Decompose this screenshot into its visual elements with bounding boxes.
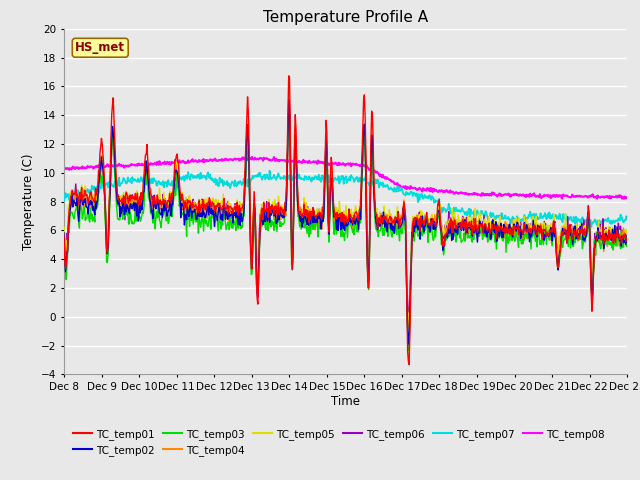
TC_temp06 [258,207,266,213]
TC_temp05 [437,215,445,220]
TC_temp03 [230,217,237,223]
TC_temp08 [259,156,266,162]
TC_temp02 [623,234,631,240]
TC_temp07 [258,175,266,180]
TC_temp02 [405,341,413,347]
Line: TC_temp04: TC_temp04 [64,107,627,329]
TC_temp05 [404,319,412,324]
TC_temp08 [558,196,566,202]
TC_temp01 [60,233,68,239]
Line: TC_temp02: TC_temp02 [64,99,627,344]
Line: TC_temp03: TC_temp03 [64,112,627,350]
TC_temp02 [285,96,292,102]
TC_temp08 [436,188,444,194]
TC_temp08 [248,154,256,160]
TC_temp05 [279,204,287,209]
TC_temp01 [405,362,413,368]
TC_temp03 [285,109,293,115]
TC_temp05 [258,208,266,214]
TC_temp03 [126,209,134,215]
TC_temp04 [623,235,631,241]
TC_temp05 [623,231,631,237]
TC_temp07 [404,192,412,197]
TC_temp06 [230,205,237,211]
TC_temp07 [266,168,273,174]
TC_temp01 [437,222,445,228]
TC_temp04 [279,214,287,219]
TC_temp05 [405,319,413,324]
TC_temp06 [126,200,134,206]
TC_temp08 [404,185,412,191]
TC_temp01 [230,206,237,212]
TC_temp06 [279,209,287,215]
Title: Temperature Profile A: Temperature Profile A [263,10,428,25]
TC_temp07 [280,176,287,182]
TC_temp01 [285,73,292,79]
TC_temp03 [60,238,68,244]
TC_temp07 [126,178,134,184]
TC_temp03 [404,337,412,343]
TC_temp01 [126,198,134,204]
Line: TC_temp01: TC_temp01 [64,76,627,365]
TC_temp07 [230,180,237,186]
Line: TC_temp06: TC_temp06 [64,122,627,312]
TC_temp06 [404,308,412,314]
X-axis label: Time: Time [331,395,360,408]
TC_temp05 [285,101,292,107]
TC_temp04 [285,104,293,110]
TC_temp07 [623,216,631,222]
Y-axis label: Temperature (C): Temperature (C) [22,153,35,250]
TC_temp05 [126,191,134,197]
TC_temp01 [623,235,631,240]
TC_temp02 [126,202,134,208]
TC_temp04 [405,325,413,331]
TC_temp04 [230,211,237,216]
TC_temp04 [60,236,68,241]
TC_temp02 [279,215,287,221]
TC_temp06 [285,120,293,125]
Line: TC_temp08: TC_temp08 [64,157,627,199]
TC_temp04 [437,225,445,230]
TC_temp02 [60,230,68,236]
TC_temp06 [437,221,445,227]
TC_temp01 [279,210,287,216]
TC_temp04 [126,205,134,211]
TC_temp05 [60,224,68,230]
TC_temp03 [437,231,445,237]
TC_temp07 [588,224,595,230]
TC_temp08 [623,195,631,201]
TC_temp03 [405,348,413,353]
TC_temp08 [280,157,287,163]
TC_temp05 [230,206,237,212]
TC_temp02 [437,226,445,232]
Line: TC_temp07: TC_temp07 [64,171,627,227]
TC_temp04 [404,326,412,332]
Legend: TC_temp01, TC_temp02, TC_temp03, TC_temp04, TC_temp05, TC_temp06, TC_temp07, TC_: TC_temp01, TC_temp02, TC_temp03, TC_temp… [69,424,609,460]
TC_temp01 [258,208,266,214]
TC_temp07 [60,198,68,204]
TC_temp08 [230,157,237,163]
TC_temp03 [623,234,631,240]
Text: HS_met: HS_met [76,41,125,54]
TC_temp02 [258,218,266,224]
TC_temp03 [258,217,266,223]
TC_temp03 [279,221,287,227]
Line: TC_temp05: TC_temp05 [64,104,627,322]
TC_temp06 [60,228,68,234]
TC_temp02 [404,333,412,339]
TC_temp07 [436,210,444,216]
TC_temp08 [126,163,134,168]
TC_temp06 [405,310,413,315]
TC_temp04 [258,205,266,211]
TC_temp02 [230,210,237,216]
TC_temp06 [623,232,631,238]
TC_temp01 [404,359,412,364]
TC_temp08 [60,164,68,170]
